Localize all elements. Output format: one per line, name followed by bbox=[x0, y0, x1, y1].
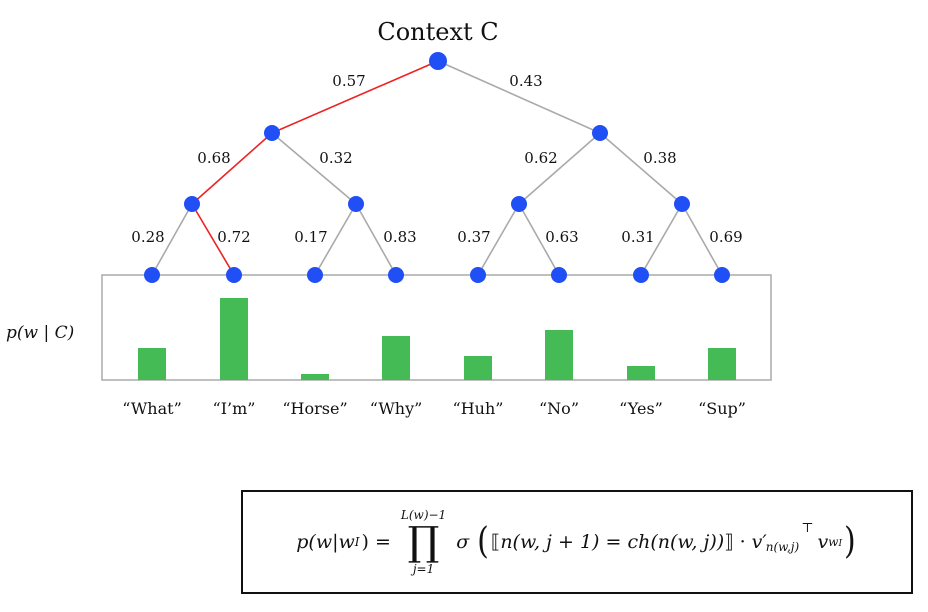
e-root-r-label: 0.43 bbox=[509, 72, 542, 90]
hierarchical-softmax-diagram: Context C 0.430.32 0.62 0.380.28 0.17 0.83 0.… bbox=[6, 18, 772, 418]
node-rr bbox=[674, 196, 690, 212]
e-root-r-line bbox=[437, 60, 601, 134]
node-huh bbox=[470, 267, 486, 283]
e-lr-horse-label: 0.17 bbox=[294, 228, 327, 246]
e-l-lr-label: 0.32 bbox=[319, 149, 352, 167]
v-term: v bbox=[817, 531, 829, 553]
transpose-symbol: ⊤ bbox=[801, 521, 814, 536]
word-label-horse: “Horse” bbox=[282, 399, 347, 418]
word-labels: “What” “I’m” “Horse” “Why” “Huh” “No” “Yes” “Su… bbox=[122, 399, 746, 418]
node-root bbox=[429, 52, 447, 70]
e-rr-yes-line bbox=[640, 203, 683, 276]
node-r bbox=[592, 125, 608, 141]
bar-yes bbox=[627, 366, 655, 380]
e-lr-why-label: 0.83 bbox=[383, 228, 416, 246]
e-rl-no-label: 0.63 bbox=[545, 228, 578, 246]
node-no bbox=[551, 267, 567, 283]
node-rl bbox=[511, 196, 527, 212]
bar-no bbox=[545, 330, 573, 380]
word-label-sup: “Sup” bbox=[698, 399, 746, 418]
node-horse bbox=[307, 267, 323, 283]
e-rr-yes-label: 0.31 bbox=[621, 228, 654, 246]
sigma-symbol: σ bbox=[456, 531, 470, 553]
e-rl-huh-label: 0.37 bbox=[457, 228, 490, 246]
word-label-yes: “Yes” bbox=[619, 399, 663, 418]
e-root-l-label: 0.57 bbox=[332, 72, 365, 90]
e-l-ll-label: 0.68 bbox=[197, 149, 230, 167]
e-ll-what-line bbox=[151, 203, 193, 276]
iverson-close: ⟧ bbox=[724, 531, 734, 553]
e-rl-no-line bbox=[518, 203, 560, 276]
e-r-rl-line bbox=[518, 132, 601, 205]
tree-edges bbox=[151, 60, 723, 276]
e-ll-im-line bbox=[191, 203, 235, 276]
e-ll-what-label: 0.28 bbox=[131, 228, 164, 246]
e-lr-horse-line bbox=[314, 203, 357, 276]
tree-edge-labels: 0.43 0.32 0.62 0.38 0.28 0.17 0.83 0.37 0.63 0.31… bbox=[131, 72, 742, 246]
bar-horse bbox=[301, 374, 329, 380]
e-r-rr-line bbox=[599, 132, 683, 205]
e-l-lr-line bbox=[271, 132, 357, 205]
word-label-no: “No” bbox=[539, 399, 579, 418]
bar-huh bbox=[464, 356, 492, 380]
e-rr-sup-line bbox=[681, 203, 723, 276]
node-l bbox=[264, 125, 280, 141]
node-ll bbox=[184, 196, 200, 212]
v-sub-i: I bbox=[838, 539, 843, 549]
right-paren: ) bbox=[844, 520, 856, 563]
product-upper-limit: L(w)−1 bbox=[400, 507, 447, 522]
tree-nodes bbox=[144, 52, 730, 283]
e-r-rr-label: 0.38 bbox=[643, 149, 676, 167]
product-lower-limit: j=1 bbox=[412, 562, 435, 576]
e-lr-why-line bbox=[355, 203, 397, 276]
iverson-open: ⟦ bbox=[490, 531, 501, 553]
word-label-im: “I’m” bbox=[213, 399, 256, 418]
product-operator: L(w)−1 ∏ j=1 bbox=[401, 508, 446, 577]
node-what bbox=[144, 267, 160, 283]
formula-box: p(w|w I) = L(w)−1 ∏ j=1 σ ( ⟦ n(w, j + 1) … bbox=[241, 490, 913, 594]
left-paren: ( bbox=[477, 520, 489, 563]
bar-im bbox=[220, 298, 248, 380]
e-r-rl-label: 0.62 bbox=[524, 149, 557, 167]
e-ll-im-label: 0.72 bbox=[217, 228, 250, 246]
formula-lhs: p(w|w bbox=[296, 531, 355, 553]
e-root-l-line bbox=[271, 60, 439, 134]
word-label-huh: “Huh” bbox=[453, 399, 504, 418]
node-yes bbox=[633, 267, 649, 283]
e-rl-huh-line bbox=[477, 203, 520, 276]
y-axis-label: p(w | C) bbox=[6, 323, 74, 343]
formula: p(w|w I) = L(w)−1 ∏ j=1 σ ( ⟦ n(w, j + 1) … bbox=[296, 508, 857, 577]
diagram-title: Context C bbox=[377, 18, 498, 46]
formula-lhs-close: ) = bbox=[361, 531, 391, 553]
node-lr bbox=[348, 196, 364, 212]
e-rr-sup-label: 0.69 bbox=[709, 228, 742, 246]
v-prime-term: v′ n(w,j) ⊤ bbox=[751, 521, 814, 554]
word-label-why: “Why” bbox=[370, 399, 423, 418]
probability-bars bbox=[138, 298, 736, 380]
dot-operator: · bbox=[739, 531, 746, 553]
bar-sup bbox=[708, 348, 736, 380]
formula-inner: n(w, j + 1) = ch(n(w, j)) bbox=[500, 531, 725, 553]
node-sup bbox=[714, 267, 730, 283]
e-l-ll-line bbox=[191, 132, 273, 205]
bar-what bbox=[138, 348, 166, 380]
product-symbol: ∏ bbox=[407, 519, 440, 565]
v-prime: v′ bbox=[751, 531, 767, 553]
v-sub-w: w bbox=[828, 535, 839, 549]
formula-lhs-sub: I bbox=[354, 535, 360, 549]
node-im bbox=[226, 267, 242, 283]
v-prime-sub: n(w,j) bbox=[765, 540, 800, 554]
word-label-what: “What” bbox=[122, 399, 182, 418]
bar-why bbox=[382, 336, 410, 380]
node-why bbox=[388, 267, 404, 283]
chart-frame bbox=[101, 274, 772, 381]
v-sub: wI bbox=[828, 535, 842, 549]
